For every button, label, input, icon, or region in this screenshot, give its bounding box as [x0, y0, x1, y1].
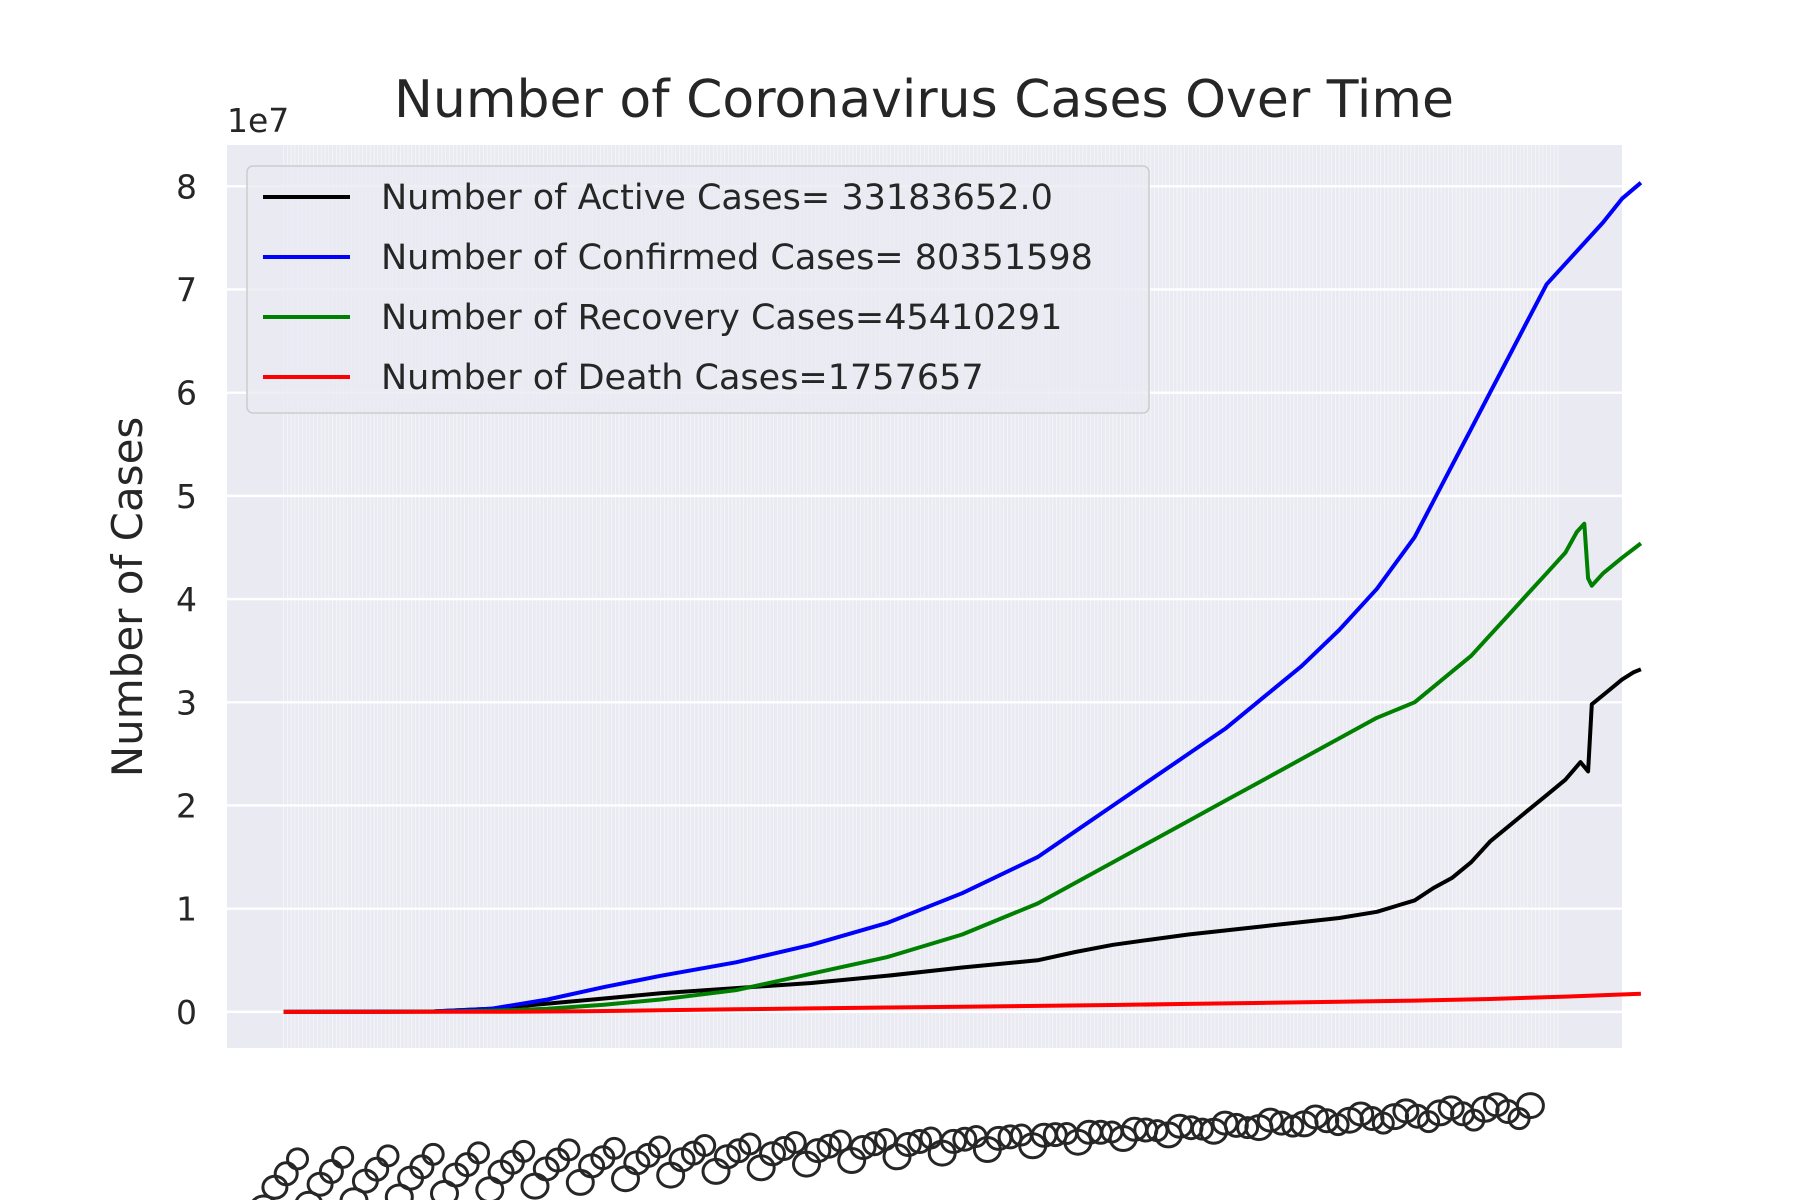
- x-tick-label: [940, 1128, 967, 1154]
- x-tick-label: [1515, 1092, 1545, 1120]
- x-tick-label: [1347, 1101, 1375, 1127]
- x-tick-label: [376, 1144, 400, 1168]
- x-tick-label: [1256, 1107, 1284, 1133]
- x-tick-label: [997, 1124, 1023, 1150]
- x-tick-label: [295, 1190, 323, 1200]
- x-tick-label: [512, 1139, 536, 1163]
- x-tick-label: [894, 1132, 922, 1157]
- legend-label: Number of Confirmed Cases= 80351598: [381, 238, 1093, 278]
- y-offset-label: 1e7: [227, 101, 289, 140]
- series-lines: [283, 181, 1643, 1014]
- x-tick-label: [565, 1168, 595, 1196]
- x-tick-label: [759, 1141, 786, 1167]
- x-tick-label: [421, 1142, 445, 1166]
- y-tick-labels: 0 1 2 3 4 5 6 7 8: [176, 167, 197, 1032]
- y-tick-label: 4: [176, 580, 197, 619]
- series-line: [283, 181, 1643, 1014]
- x-tick-label: [261, 1174, 289, 1200]
- x-tick-label: [364, 1156, 390, 1182]
- legend-label: Number of Death Cases=1757657: [381, 358, 984, 398]
- y-tick-label: 8: [176, 167, 197, 206]
- x-tick-label: [816, 1133, 842, 1159]
- x-tick-label: [861, 1131, 887, 1157]
- x-tick-label: [804, 1138, 832, 1164]
- x-tick-label: [331, 1145, 355, 1169]
- x-tick-label: [318, 1159, 344, 1184]
- y-tick-label: 6: [176, 374, 197, 413]
- x-tick-label: [952, 1126, 978, 1152]
- x-tick-label: [738, 1132, 762, 1156]
- x-tick-labels: [251, 1092, 1545, 1200]
- x-tick-label: [1392, 1098, 1420, 1124]
- series-line: [283, 521, 1643, 1014]
- x-tick-label: [828, 1129, 852, 1153]
- legend: Number of Active Cases= 33183652.0 Number…: [246, 165, 1150, 414]
- legend-label: Number of Recovery Cases=45410291: [381, 298, 1062, 338]
- y-tick-label: 0: [176, 993, 197, 1032]
- chart-title: Number of Coronavirus Cases Over Time: [394, 70, 1454, 130]
- x-tick-label: [611, 1165, 640, 1193]
- y-tick-label: 1: [176, 890, 197, 929]
- x-tick-label: [430, 1179, 459, 1200]
- x-tick-label: [647, 1135, 671, 1159]
- x-tick-label: [783, 1131, 807, 1154]
- x-tick-label: [1302, 1104, 1329, 1130]
- x-tick-label: [557, 1138, 581, 1162]
- y-tick-label: 5: [176, 477, 197, 516]
- x-tick-label: [520, 1172, 550, 1200]
- x-tick-label: [771, 1136, 797, 1161]
- series-line: [283, 667, 1642, 1014]
- x-tick-label: [1417, 1110, 1441, 1134]
- x-tick-label: [907, 1129, 933, 1154]
- y-tick-label: 2: [176, 786, 197, 825]
- x-tick-label: [602, 1136, 626, 1160]
- x-tick-label: [726, 1138, 752, 1164]
- x-tick-label: [656, 1161, 686, 1189]
- y-axis-label: Number of Cases: [103, 417, 152, 778]
- legend-label: Number of Active Cases= 33183652.0: [381, 178, 1053, 218]
- x-tick-label: [635, 1142, 661, 1168]
- x-tick-label: [1236, 1116, 1260, 1140]
- x-tick-label: [251, 1194, 276, 1200]
- x-tick-label: [384, 1183, 414, 1200]
- series-line: [283, 991, 1641, 1014]
- legend-box: [246, 165, 1150, 414]
- x-tick-label: [273, 1161, 299, 1187]
- y-tick-label: 7: [176, 270, 197, 309]
- x-tick-label: [680, 1140, 706, 1166]
- x-tick-label: [475, 1176, 505, 1200]
- x-tick-label: [467, 1141, 490, 1165]
- x-tick-label: [693, 1134, 717, 1157]
- x-tick-label: [286, 1147, 309, 1171]
- x-tick-label: [1211, 1110, 1239, 1136]
- x-tick-label: [849, 1135, 877, 1160]
- y-tick-label: 3: [176, 683, 197, 722]
- x-tick-label: [339, 1187, 369, 1200]
